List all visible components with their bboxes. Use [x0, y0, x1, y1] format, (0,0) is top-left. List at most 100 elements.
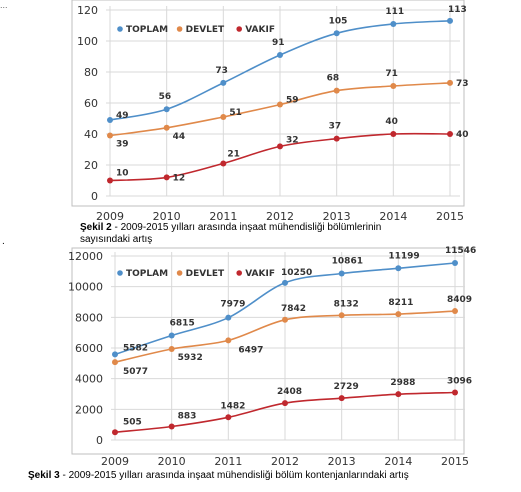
- y-tick-label: 120: [77, 4, 98, 17]
- data-point: [107, 117, 113, 124]
- y-tick-label: 40: [84, 128, 98, 141]
- chart-frame: [71, 247, 465, 455]
- data-label: 73: [215, 66, 228, 76]
- x-tick-label: 2014: [384, 455, 412, 468]
- data-label: 32: [286, 135, 299, 145]
- data-label: 51: [229, 108, 242, 118]
- legend-marker: [176, 26, 183, 32]
- data-point: [390, 131, 397, 137]
- x-tick-label: 2013: [323, 210, 351, 223]
- x-tick-label: 2013: [328, 455, 356, 468]
- data-point: [333, 30, 340, 37]
- legend-label: TOPLAM: [126, 25, 168, 35]
- legend-marker: [117, 270, 123, 276]
- data-label: 49: [116, 111, 129, 121]
- data-point: [447, 131, 453, 137]
- caption-sekil-3: Şekil 3 - 2009-2015 yılları arasında inş…: [28, 470, 508, 482]
- chart-frame: [71, 0, 465, 207]
- data-label: 7842: [281, 304, 306, 314]
- y-tick-label: 10000: [68, 281, 103, 294]
- x-tick-label: 2012: [271, 455, 299, 468]
- y-tick-label: 0: [96, 434, 103, 447]
- data-label: 2988: [390, 378, 415, 388]
- data-label: 11199: [388, 251, 419, 261]
- y-tick-label: 6000: [75, 342, 103, 355]
- data-point: [168, 346, 175, 353]
- data-label: 73: [456, 79, 469, 89]
- data-label: 12: [173, 173, 186, 183]
- data-label: 21: [227, 149, 240, 159]
- x-tick-label: 2014: [379, 210, 407, 223]
- data-point: [395, 391, 402, 398]
- data-point: [220, 113, 227, 120]
- data-point: [338, 312, 345, 319]
- data-label: 7979: [220, 300, 245, 310]
- y-tick-label: 0: [91, 190, 98, 203]
- data-label: 68: [327, 74, 340, 84]
- legend-label: VAKIF: [245, 25, 275, 35]
- x-tick-label: 2009: [96, 210, 124, 223]
- x-tick-label: 2010: [153, 210, 181, 223]
- data-label: 10: [116, 169, 129, 179]
- data-point: [282, 400, 288, 407]
- data-label: 39: [116, 140, 129, 150]
- data-point: [112, 351, 118, 358]
- data-point: [338, 270, 345, 277]
- data-point: [220, 160, 227, 167]
- data-point: [452, 308, 458, 315]
- data-label: 40: [385, 117, 398, 127]
- y-tick-label: 100: [77, 35, 98, 48]
- data-label: 37: [329, 122, 342, 132]
- legend-marker: [117, 26, 123, 32]
- data-point: [225, 337, 232, 344]
- data-label: 71: [385, 69, 398, 79]
- data-point: [395, 311, 402, 318]
- data-point: [452, 389, 458, 396]
- chart-1: 0 20 40 60 80 100 120 2009 2010 2011 2012 2013 2014 2…: [71, 0, 469, 223]
- data-label: 91: [272, 38, 285, 48]
- x-tick-label: 2009: [101, 455, 129, 468]
- data-point: [277, 51, 283, 58]
- data-label: 2729: [334, 382, 359, 392]
- caption-line2: sayısındaki artış: [80, 234, 153, 245]
- data-label: 111: [385, 7, 404, 17]
- data-label: 505: [123, 417, 142, 427]
- data-label: 10861: [332, 256, 363, 266]
- caption-text: - 2009-2015 yılları arasında inşaat mühe…: [111, 222, 382, 233]
- data-point: [163, 124, 170, 131]
- data-point: [390, 20, 397, 27]
- legend-label: DEVLET: [186, 269, 225, 279]
- x-tick-label: 2015: [436, 210, 464, 223]
- data-point: [107, 132, 113, 139]
- legend-marker: [236, 26, 242, 32]
- data-label: 5582: [123, 343, 148, 353]
- x-tick-label: 2010: [158, 455, 186, 468]
- bullet: .: [2, 236, 5, 247]
- legend-label: TOPLAM: [126, 269, 168, 279]
- y-tick-label: 80: [84, 66, 98, 79]
- data-point: [225, 314, 232, 321]
- caption-prefix: Şekil 2: [80, 222, 112, 233]
- data-point: [390, 82, 397, 89]
- data-point: [452, 259, 458, 266]
- data-label: 10250: [281, 268, 312, 278]
- data-point: [112, 359, 118, 366]
- data-label: 40: [456, 130, 469, 140]
- data-label: 105: [329, 16, 348, 26]
- data-point: [163, 106, 170, 113]
- y-tick-label: 20: [84, 159, 98, 172]
- data-label: 8211: [388, 298, 413, 308]
- x-tick-label: 2015: [441, 455, 469, 468]
- data-point: [395, 265, 402, 272]
- data-label: 3096: [447, 377, 472, 387]
- data-label: 883: [178, 411, 197, 421]
- cropped-top-fragment: ...: [0, 0, 8, 10]
- data-label: 11546: [445, 246, 476, 256]
- data-point: [112, 429, 118, 436]
- y-tick-label: 4000: [75, 373, 103, 386]
- caption-text: - 2009-2015 yılları arasında inşaat mühe…: [59, 470, 409, 481]
- caption-prefix: Şekil 3: [28, 470, 60, 481]
- data-point: [163, 174, 170, 181]
- chart-2: 0 2000 4000 6000 8000 10000 12000 2009 2010 2011 2…: [68, 246, 476, 468]
